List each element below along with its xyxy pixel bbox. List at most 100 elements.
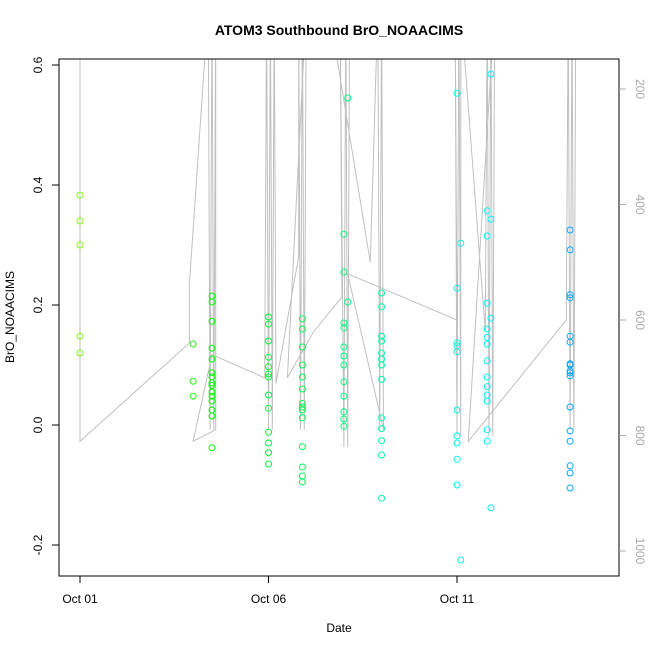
data-point xyxy=(208,355,216,363)
data-point xyxy=(483,383,491,391)
data-point xyxy=(76,349,84,357)
data-point xyxy=(340,352,348,360)
data-point xyxy=(453,432,461,440)
data-point xyxy=(298,385,306,393)
data-point xyxy=(340,324,348,332)
data-point xyxy=(453,348,461,356)
x-tick-label: Oct 11 xyxy=(440,592,475,606)
data-point xyxy=(265,439,272,447)
data-point xyxy=(566,246,574,254)
data-point xyxy=(453,284,461,292)
data-point xyxy=(340,230,348,238)
data-point xyxy=(483,426,491,434)
data-point xyxy=(298,406,306,414)
y2-tick-label: 800 xyxy=(633,425,647,445)
data-point xyxy=(265,313,272,321)
x-tick-label: Oct 01 xyxy=(62,592,98,606)
data-point xyxy=(566,484,574,492)
data-point xyxy=(340,415,348,423)
data-point xyxy=(208,381,216,389)
data-point xyxy=(453,406,461,414)
data-point xyxy=(453,89,461,97)
data-point xyxy=(566,369,574,377)
data-point xyxy=(487,215,495,223)
data-point xyxy=(298,399,306,407)
y-axis: -0.2 0.0 0.2 0.4 0.6 xyxy=(31,56,59,555)
data-point xyxy=(487,70,495,78)
data-point xyxy=(344,298,352,306)
right-axis: 200 400 600 800 1000 xyxy=(619,79,647,565)
data-point xyxy=(265,337,272,345)
data-point xyxy=(76,241,84,249)
data-point xyxy=(298,325,306,333)
data-point xyxy=(344,94,352,102)
data-point xyxy=(265,373,272,381)
data-point xyxy=(483,207,491,215)
data-point xyxy=(340,361,348,369)
data-point xyxy=(265,320,272,328)
data-point xyxy=(298,343,306,351)
data-point xyxy=(566,338,574,346)
pressure-track-line xyxy=(79,59,577,448)
data-point xyxy=(483,299,491,307)
x-tick-label: Oct 06 xyxy=(251,592,287,606)
data-point xyxy=(453,455,461,463)
data-point xyxy=(208,298,216,306)
y-tick-label: 0.2 xyxy=(31,296,45,313)
data-point xyxy=(483,333,491,341)
y-tick-label: 0.0 xyxy=(31,416,45,433)
data-point xyxy=(265,404,272,412)
data-point xyxy=(453,439,461,447)
data-point xyxy=(378,361,386,369)
data-point xyxy=(265,370,272,378)
data-point xyxy=(483,340,491,348)
data-point xyxy=(453,481,461,489)
data-point xyxy=(483,437,491,445)
data-point xyxy=(208,444,216,452)
data-point xyxy=(298,478,306,486)
data-point xyxy=(298,414,306,422)
y2-tick-label: 400 xyxy=(633,194,647,214)
data-point xyxy=(208,379,216,387)
y-tick-label: -0.2 xyxy=(31,534,45,555)
data-point xyxy=(208,397,216,405)
data-point xyxy=(483,357,491,365)
data-point xyxy=(76,191,84,199)
data-point xyxy=(340,343,348,351)
data-point xyxy=(566,462,574,470)
data-point xyxy=(483,325,491,333)
data-point xyxy=(487,314,495,322)
data-point xyxy=(298,361,306,369)
data-point xyxy=(340,392,348,400)
data-point xyxy=(566,469,574,477)
data-point xyxy=(566,403,574,411)
x-axis-label: Date xyxy=(326,621,352,635)
y2-tick-label: 200 xyxy=(633,79,647,99)
plot-frame xyxy=(58,58,620,577)
data-point xyxy=(265,363,272,371)
data-point xyxy=(378,425,386,433)
pressure-track xyxy=(79,59,577,448)
data-point xyxy=(340,408,348,416)
data-point xyxy=(298,403,306,411)
data-point xyxy=(378,332,386,340)
y-tick-label: 0.6 xyxy=(31,56,45,73)
data-point xyxy=(566,294,574,302)
data-point xyxy=(340,319,348,327)
data-point xyxy=(265,460,272,468)
data-point xyxy=(378,375,386,383)
data-point xyxy=(208,412,216,420)
data-point xyxy=(457,239,465,247)
data-point xyxy=(340,422,348,430)
data-point xyxy=(298,472,306,480)
data-point xyxy=(208,369,216,377)
data-point xyxy=(208,392,216,400)
x-axis: Oct 01 Oct 06 Oct 11 xyxy=(62,575,475,606)
data-point xyxy=(189,340,197,348)
data-point xyxy=(378,494,386,502)
y2-tick-label: 1000 xyxy=(633,538,647,565)
data-point xyxy=(265,391,272,399)
data-point xyxy=(298,315,306,323)
data-point xyxy=(76,332,84,340)
chart-title: ATOM3 Southbound BrO_NOAACIMS xyxy=(215,22,463,38)
